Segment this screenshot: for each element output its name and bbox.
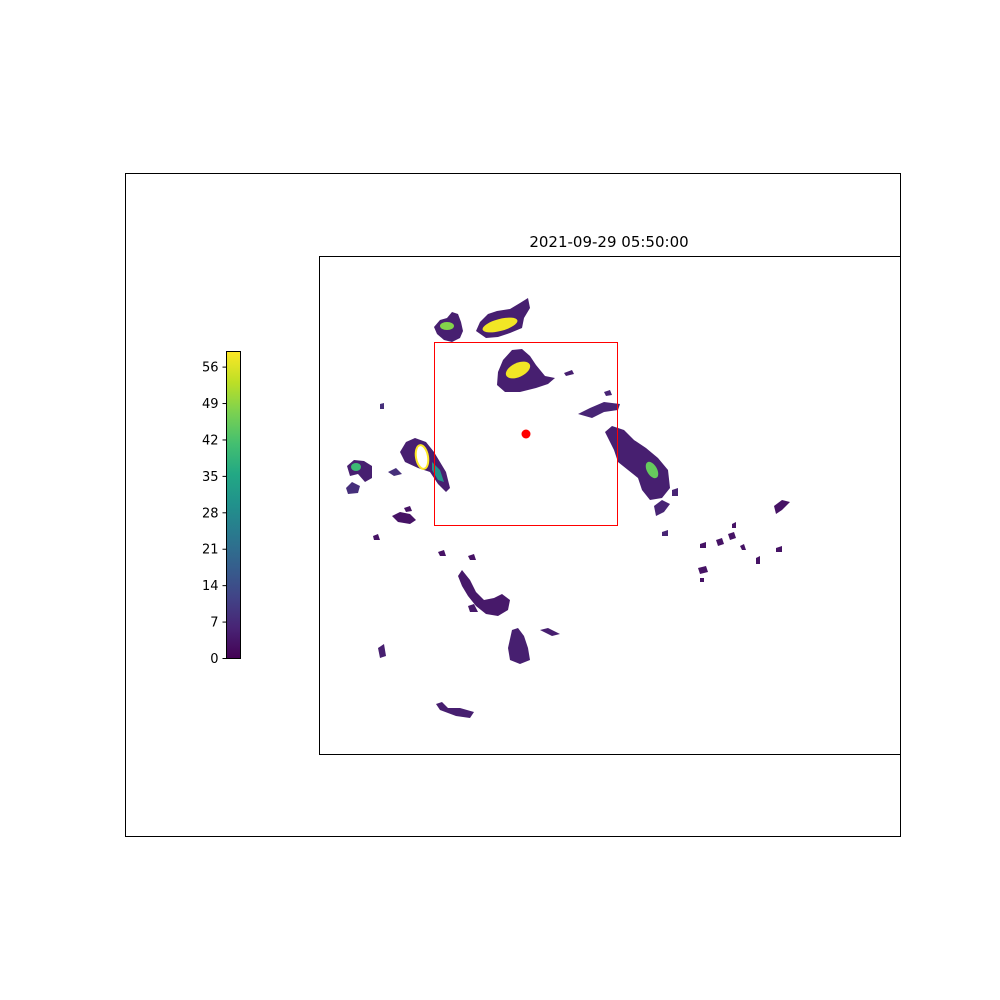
cell-center [497, 349, 574, 392]
cell-core [505, 361, 531, 379]
cell-lower-left [373, 506, 476, 560]
cell-shape [700, 578, 704, 582]
colorbar-tick-label: 56 [202, 361, 219, 376]
cell-shape [540, 628, 560, 636]
map-axes-frame [319, 256, 901, 755]
colorbar-ticks: 0 7 14 21 28 35 42 49 56 [202, 361, 227, 667]
cell-core [440, 322, 454, 330]
cell-shape [508, 628, 530, 664]
cell-shape [732, 522, 736, 528]
cell-shape [716, 538, 724, 546]
cell-top-left [434, 312, 463, 342]
cell-shape [605, 426, 670, 500]
reflectivity-cells [346, 298, 790, 718]
chart-title: 2021-09-29 05:50:00 [529, 233, 688, 251]
cell-shape [776, 546, 782, 552]
cell-shape [728, 532, 736, 540]
cell-shape [564, 370, 574, 376]
radar-site-marker [521, 429, 531, 439]
colorbar-tick-label: 0 [210, 652, 218, 667]
colorbar-tick-label: 14 [202, 579, 219, 594]
cell-shape [672, 488, 678, 496]
cell-shape [774, 500, 790, 514]
cell-shape [380, 403, 384, 409]
cell-shape [388, 468, 402, 476]
colorbar-tick-label: 35 [202, 470, 219, 485]
cell-shape [438, 550, 446, 556]
cell-shape [654, 500, 670, 516]
cell-shape [378, 644, 386, 658]
cell-shape [698, 566, 708, 574]
cell-core [351, 463, 361, 471]
colorbar-tick-label: 7 [210, 616, 218, 631]
cell-core [482, 317, 518, 333]
colorbar-tick-label: 21 [202, 543, 219, 558]
cell-shape [458, 570, 510, 616]
cell-shape [468, 554, 476, 560]
cell-shape [468, 604, 478, 612]
cell-shape [347, 460, 372, 482]
cell-shape [740, 544, 746, 550]
cell-bottom [378, 628, 560, 718]
cell-shape [756, 556, 760, 564]
cell-top-long [476, 298, 530, 338]
cell-core [414, 444, 430, 470]
cell-shape [604, 390, 612, 396]
cell-core [645, 461, 659, 479]
colorbar-tick-label: 28 [202, 506, 219, 521]
cell-shape [404, 506, 412, 512]
cell-shape [392, 512, 416, 524]
cell-shape [346, 482, 360, 494]
cell-shape [436, 702, 474, 718]
cell-shape [662, 530, 668, 536]
cell-left [400, 438, 450, 492]
analysis-box [434, 342, 618, 526]
colorbar-tick-label: 42 [202, 433, 219, 448]
cell-shape [700, 542, 706, 548]
cell-shape [578, 402, 620, 418]
cell-far-left [346, 403, 402, 494]
cell-far-right [698, 500, 790, 582]
cell-right [578, 390, 678, 536]
colorbar-tick-label: 49 [202, 397, 219, 412]
colorbar [226, 351, 241, 659]
cell-shape [476, 298, 530, 338]
cell-shape [373, 534, 380, 540]
cell-lower-middle [458, 570, 510, 616]
